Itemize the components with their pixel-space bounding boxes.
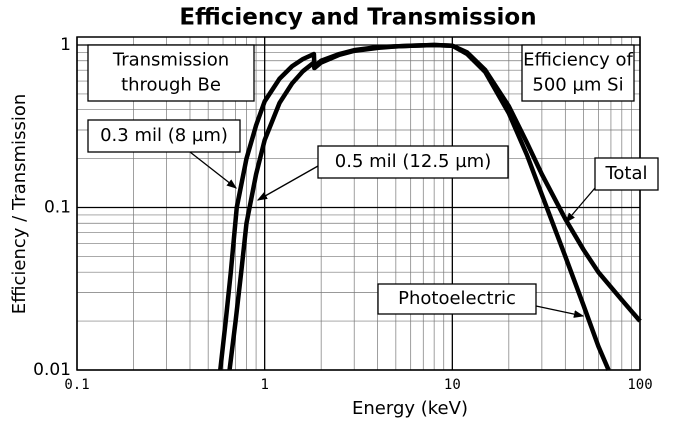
annotation-arrow xyxy=(565,187,596,223)
x-tick-label: 100 xyxy=(627,377,652,393)
plot-frame xyxy=(76,36,641,371)
x-axis-label: Energy (keV) xyxy=(352,398,468,419)
annotation-box xyxy=(87,119,241,153)
annotation-box xyxy=(521,44,635,102)
annotation-arrow xyxy=(256,165,319,201)
x-tick-label: 1 xyxy=(260,377,268,393)
annotation-box xyxy=(377,283,537,315)
chart-title: Efficiency and Transmission xyxy=(179,5,536,31)
y-tick-label: 0.01 xyxy=(33,360,71,380)
x-tick-label: 10 xyxy=(444,377,461,393)
annotation-text: Photoelectric xyxy=(398,288,516,309)
x-tick-label: 0.1 xyxy=(64,377,89,393)
y-tick-label: 0.1 xyxy=(44,197,71,217)
annotation-text: Transmission xyxy=(112,50,229,71)
annotation-text: 0.3 mil (8 µm) xyxy=(100,125,228,146)
series-line xyxy=(451,43,611,371)
y-axis-label: Efficiency / Transmission xyxy=(9,94,30,315)
annotation-box xyxy=(594,157,659,191)
annotation-text: through Be xyxy=(121,75,221,96)
annotation-box xyxy=(87,44,255,102)
annotation-arrow xyxy=(535,305,585,318)
annotation-arrow xyxy=(189,151,238,189)
annotation-box xyxy=(317,145,509,179)
annotation-text: Efficiency of xyxy=(523,50,633,71)
annotation-text: 500 µm Si xyxy=(532,75,623,96)
y-tick-label: 1 xyxy=(60,35,71,55)
annotation-text: 0.5 mil (12.5 µm) xyxy=(335,151,491,172)
series-line xyxy=(227,42,453,371)
annotation-text: Total xyxy=(604,163,647,184)
